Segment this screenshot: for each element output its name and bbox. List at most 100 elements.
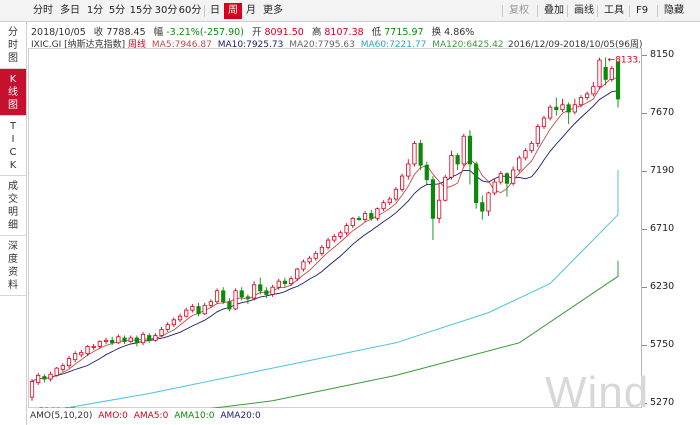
tool-button-1[interactable]: 叠加: [544, 5, 564, 16]
candle-body: [480, 202, 485, 212]
period-button-5[interactable]: 30分: [154, 5, 178, 16]
y-tick: [642, 55, 647, 57]
candle-body: [548, 106, 553, 119]
candlestick-chart[interactable]: ←8133.30 ←5269.57: [28, 48, 642, 408]
candle-body: [159, 329, 164, 336]
quote-bar: 2018/10/05 收 7788.45 幅 -3.21%(-257.90) 开…: [31, 27, 475, 38]
candle-body: [171, 319, 176, 326]
tool-button-4[interactable]: F9: [635, 5, 649, 16]
candle-body: [486, 192, 491, 212]
candle-body: [541, 117, 547, 127]
ma20-value: MA20:7795.63: [289, 40, 355, 50]
candle-body: [190, 306, 195, 311]
period-button-1[interactable]: 多日: [60, 5, 80, 16]
ma60-value: MA60:7221.77: [360, 40, 427, 50]
candle-body: [461, 135, 466, 165]
candle-body: [319, 246, 325, 254]
candle-body: [332, 236, 337, 241]
candle-body: [511, 169, 516, 184]
candle-body: [239, 290, 244, 298]
candle-body: [455, 155, 460, 165]
y-tick: [642, 403, 647, 405]
sidebar-item-4[interactable]: 深度资料: [0, 236, 26, 296]
candle-body: [184, 309, 189, 317]
ticker-name: [纳斯达克指数]: [64, 40, 126, 50]
candle-body: [572, 104, 577, 113]
y-tick: [642, 171, 647, 173]
toolbar-divider: [204, 5, 205, 17]
sidebar-item-3[interactable]: 成交明细: [0, 176, 26, 236]
ticker-code: IXIC.GI: [31, 40, 62, 50]
toolbar-divider: [537, 5, 538, 17]
candle-body: [430, 179, 436, 219]
candle-body: [356, 217, 362, 220]
candle-body: [400, 175, 405, 190]
toolbar-divider: [597, 5, 598, 17]
period-label: 周线: [128, 40, 147, 50]
candle-body: [393, 188, 399, 200]
candle-body: [467, 135, 473, 165]
candle-body: [412, 143, 417, 165]
candle-body: [276, 280, 281, 288]
candle-body: [134, 337, 139, 344]
y-tick: [642, 229, 647, 231]
y-tick-label: 7670: [650, 107, 675, 119]
y-tick-label: 7190: [650, 165, 675, 177]
candle-body: [369, 213, 374, 219]
candle-body: [42, 376, 47, 380]
quote-date: 2018/10/05: [31, 27, 86, 38]
period-button-0[interactable]: 分时: [33, 5, 53, 16]
candle-body: [295, 268, 300, 280]
tool-button-2[interactable]: 画线: [574, 5, 594, 16]
period-button-10[interactable]: 更多: [263, 5, 283, 16]
candle-body: [418, 143, 423, 166]
candle-body: [165, 324, 170, 330]
candle-body: [116, 336, 121, 344]
tool-button-5[interactable]: 隐藏: [664, 5, 684, 16]
candle-body: [202, 304, 207, 315]
candle-body: [443, 176, 448, 201]
toolbar-divider: [567, 5, 568, 17]
y-tick: [642, 113, 647, 115]
candle-body: [196, 306, 201, 315]
candle-body: [233, 290, 238, 310]
tool-button-0[interactable]: 复权: [509, 5, 529, 16]
sidebar-item-0[interactable]: 分时图: [0, 22, 26, 69]
toolbar-divider: [657, 5, 658, 17]
y-tick: [642, 345, 647, 347]
tool-button-3[interactable]: 工具: [604, 5, 624, 16]
period-button-6[interactable]: 60分: [178, 5, 202, 16]
candle-body: [578, 97, 584, 106]
candle-body: [344, 225, 349, 234]
candle-body: [48, 373, 53, 380]
period-button-8[interactable]: 周: [224, 3, 242, 19]
candle-body: [387, 198, 392, 204]
candle-body: [251, 284, 257, 299]
quote-high: 8107.38: [324, 27, 364, 38]
period-button-7[interactable]: 日: [210, 5, 220, 16]
period-button-2[interactable]: 1分: [86, 5, 104, 16]
period-button-9[interactable]: 月: [246, 5, 256, 16]
y-tick-label: 5270: [650, 397, 675, 409]
candle-body: [517, 157, 522, 171]
candle-body: [350, 217, 355, 226]
plot-frame: [28, 48, 642, 408]
candle-body: [566, 104, 571, 113]
candle-body: [245, 296, 250, 299]
candle-body: [128, 337, 133, 342]
candle-body: [227, 301, 232, 310]
line-ma120: [210, 260, 619, 408]
candle-body: [221, 290, 226, 303]
candle-body: [73, 353, 78, 361]
candle-body: [375, 208, 380, 219]
period-button-4[interactable]: 15分: [129, 5, 153, 16]
period-button-3[interactable]: 5分: [108, 5, 126, 16]
candle-body: [177, 315, 183, 321]
toolbar-divider: [629, 5, 630, 17]
candle-body: [424, 164, 429, 181]
candle-body: [523, 150, 528, 159]
candle-body: [282, 280, 288, 284]
candle-body: [147, 335, 152, 341]
